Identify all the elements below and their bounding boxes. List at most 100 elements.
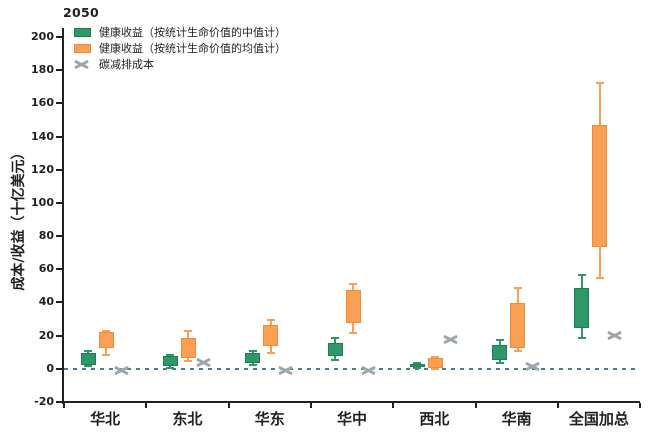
y-tick-label: 80 xyxy=(38,229,54,243)
box-whisker-cap-health-benefit-median-vsl xyxy=(577,337,586,340)
y-tick xyxy=(56,69,62,72)
x-tick-label: 华东 xyxy=(254,410,285,428)
box-whisker-cap-health-benefit-median-vsl xyxy=(84,350,93,353)
box-health-benefit-median-vsl-华北 xyxy=(80,353,96,365)
box-whisker-cap-health-benefit-median-vsl xyxy=(577,274,586,277)
y-tick-label: 60 xyxy=(38,262,54,276)
x-tick-label: 西北 xyxy=(419,410,450,428)
box-whisker-cap-health-benefit-median-vsl xyxy=(166,353,175,356)
legend-item-health-benefit-median-vsl: 健康收益（按统计生命价值的中值计） xyxy=(74,26,286,39)
legend-label: 健康收益（按统计生命价值的中值计） xyxy=(99,26,286,39)
zero-line xyxy=(64,367,640,370)
box-whisker-cap-health-benefit-mean-vsl xyxy=(266,352,275,355)
y-tick-label: 0 xyxy=(46,361,54,375)
x-tick-label: 全国加总 xyxy=(568,410,629,428)
y-tick-label: 180 xyxy=(31,63,54,77)
box-whisker-cap-health-benefit-median-vsl xyxy=(413,361,422,364)
y-tick-label: 20 xyxy=(38,328,54,342)
y-tick-label: -20 xyxy=(34,394,54,408)
y-tick xyxy=(56,168,62,171)
box-whisker-cap-health-benefit-median-vsl xyxy=(166,366,175,369)
box-whisker-cap-health-benefit-mean-vsl xyxy=(431,367,440,370)
box-whisker-cap-health-benefit-median-vsl xyxy=(248,350,257,353)
legend-swatch-carbon-abatement-cost xyxy=(74,59,91,70)
box-whisker-cap-health-benefit-mean-vsl xyxy=(266,318,275,321)
x-marker-carbon-abatement-cost-全国加总 xyxy=(607,330,623,341)
x-marker-carbon-abatement-cost-华北 xyxy=(113,365,129,376)
box-whisker-cap-health-benefit-median-vsl xyxy=(413,366,422,369)
y-tick xyxy=(56,235,62,238)
x-tick xyxy=(63,403,65,408)
box-whisker-cap-health-benefit-median-vsl xyxy=(495,361,504,364)
x-tick xyxy=(392,403,395,408)
y-tick-label: 140 xyxy=(31,129,54,143)
x-tick-label: 华南 xyxy=(501,410,532,428)
box-health-benefit-mean-vsl-全国加总 xyxy=(592,124,608,247)
box-whisker-cap-health-benefit-median-vsl xyxy=(248,363,257,366)
y-tick xyxy=(56,400,62,403)
x-tick-label: 东北 xyxy=(172,410,203,428)
y-tick xyxy=(56,301,62,304)
legend-swatch-health-benefit-median-vsl xyxy=(74,28,91,37)
chart-title: 2050 xyxy=(63,5,99,20)
box-health-benefit-mean-vsl-西北 xyxy=(427,358,443,368)
y-tick-label: 40 xyxy=(38,295,54,309)
box-whisker-cap-health-benefit-mean-vsl xyxy=(513,287,522,290)
x-tick xyxy=(639,403,642,408)
x-marker-carbon-abatement-cost-华南 xyxy=(525,361,540,372)
box-health-benefit-mean-vsl-华东 xyxy=(263,324,279,347)
y-tick xyxy=(56,334,62,337)
box-whisker-cap-health-benefit-mean-vsl xyxy=(431,356,440,359)
box-whisker-cap-health-benefit-mean-vsl xyxy=(102,353,111,356)
y-tick-label: 200 xyxy=(31,30,54,43)
x-tick xyxy=(474,403,477,408)
x-marker-carbon-abatement-cost-东北 xyxy=(196,357,211,368)
x-tick xyxy=(556,403,559,408)
y-tick xyxy=(56,367,62,370)
box-whisker-cap-health-benefit-median-vsl xyxy=(84,365,93,368)
y-tick xyxy=(56,201,62,204)
box-health-benefit-median-vsl-华中 xyxy=(327,343,343,357)
legend-x-marker xyxy=(74,59,89,70)
legend: 健康收益（按统计生命价值的中值计） 健康收益（按统计生命价值的均值计） 碳减排成本 xyxy=(74,26,286,71)
box-whisker-cap-health-benefit-median-vsl xyxy=(331,337,340,340)
x-tick xyxy=(145,403,148,408)
plot-area: -20 0 20 40 60 80 100 120 140 160 180 200 华北 东北 华东 华中 西北… xyxy=(31,28,642,428)
legend-item-carbon-abatement-cost: 碳减排成本 xyxy=(74,58,286,71)
x-tick-label: 华北 xyxy=(90,410,121,428)
box-health-benefit-median-vsl-东北 xyxy=(162,356,178,367)
box-health-benefit-median-vsl-西北 xyxy=(409,363,425,368)
y-tick xyxy=(56,135,62,138)
box-whisker-cap-health-benefit-median-vsl xyxy=(331,358,340,361)
y-tick-label: 160 xyxy=(31,96,54,110)
y-axis-line xyxy=(62,28,64,404)
box-health-benefit-median-vsl-华东 xyxy=(245,353,261,363)
box-whisker-cap-health-benefit-mean-vsl xyxy=(595,82,604,85)
y-tick-label: 100 xyxy=(31,195,54,209)
legend-label: 碳减排成本 xyxy=(99,58,154,71)
y-tick xyxy=(56,268,62,271)
box-whisker-cap-health-benefit-mean-vsl xyxy=(184,360,193,363)
box-whisker-cap-health-benefit-mean-vsl xyxy=(513,350,522,353)
y-tick-label: 120 xyxy=(31,162,54,176)
x-axis-line xyxy=(62,401,640,403)
box-whisker-cap-health-benefit-mean-vsl xyxy=(184,330,193,333)
box-whisker-cap-health-benefit-mean-vsl xyxy=(349,283,358,286)
box-health-benefit-mean-vsl-华中 xyxy=(345,289,361,324)
legend-swatch-health-benefit-mean-vsl xyxy=(74,44,91,53)
y-tick xyxy=(56,102,62,105)
legend-label: 健康收益（按统计生命价值的均值计） xyxy=(99,42,286,55)
y-tick xyxy=(56,36,62,38)
x-tick-label: 华中 xyxy=(337,410,368,428)
box-health-benefit-mean-vsl-华南 xyxy=(510,303,526,349)
box-health-benefit-mean-vsl-东北 xyxy=(180,338,196,358)
box-health-benefit-mean-vsl-华北 xyxy=(98,332,114,349)
x-tick xyxy=(227,403,230,408)
box-whisker-cap-health-benefit-mean-vsl xyxy=(102,329,111,332)
box-whisker-cap-health-benefit-mean-vsl xyxy=(349,332,358,335)
box-whisker-cap-health-benefit-mean-vsl xyxy=(595,276,604,279)
box-health-benefit-median-vsl-华南 xyxy=(492,344,508,360)
x-marker-carbon-abatement-cost-华中 xyxy=(360,365,376,376)
x-tick xyxy=(309,403,312,408)
